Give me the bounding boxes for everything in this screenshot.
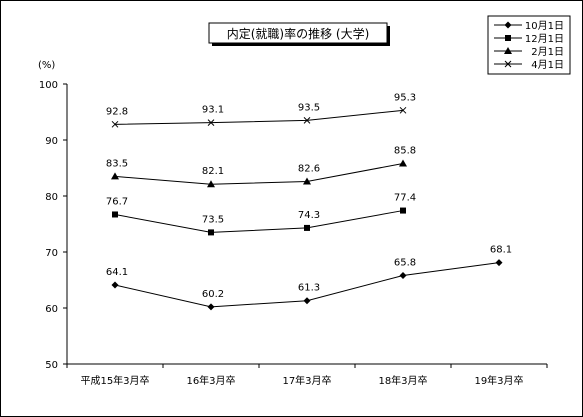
series-line — [114, 109, 404, 125]
y-tick-label: 50 — [45, 360, 58, 371]
data-label: 93.5 — [298, 102, 320, 113]
data-label: 82.1 — [202, 166, 224, 177]
series-3: 83.5 82.1 82.6 85.8 — [106, 146, 416, 188]
marker-stroke — [504, 60, 512, 68]
plot-area: 64.1 60.2 61.3 65.8 68.1 76.7 73.5 74.3 77.4 83.5… — [106, 92, 512, 311]
legend-marker — [504, 47, 512, 54]
marker-stroke — [399, 106, 407, 114]
legend-marker — [504, 21, 512, 29]
data-label: 82.6 — [298, 163, 320, 174]
data-point — [495, 259, 503, 267]
y-tick-label: 80 — [45, 192, 58, 203]
series-line — [114, 210, 404, 233]
data-point — [207, 180, 215, 188]
legend-entry: 4月1日 — [494, 59, 564, 71]
data-label: 95.3 — [394, 92, 416, 103]
data-label: 83.5 — [106, 158, 128, 169]
data-label: 61.3 — [298, 283, 320, 294]
legend-label: 12月1日 — [525, 33, 564, 45]
chart-title-box: 内定(就職)率の推移 (大学) — [208, 22, 390, 46]
data-label: 60.2 — [202, 289, 224, 300]
data-label: 74.3 — [298, 210, 320, 221]
data-point — [111, 172, 119, 180]
data-point — [208, 229, 214, 236]
axes: 50 60 70 80 90 100 平成15年3月卒 16年3月卒 17年3月卒 18年3月卒 1… — [39, 80, 548, 387]
legend-entry: 10月1日 — [494, 20, 564, 32]
legend-label: 2月1日 — [531, 46, 564, 58]
x-tick-label: 16年3月卒 — [186, 374, 235, 387]
data-label: 68.1 — [490, 245, 512, 256]
data-label: 77.4 — [394, 193, 416, 204]
y-tick-label: 70 — [45, 248, 58, 259]
legend-marker — [504, 60, 512, 68]
data-point — [207, 119, 215, 126]
chart-title: 内定(就職)率の推移 (大学) — [227, 26, 370, 41]
data-label: 85.8 — [394, 146, 416, 157]
legend-label: 4月1日 — [531, 59, 564, 71]
y-tick-label: 100 — [39, 80, 58, 91]
data-point — [303, 297, 311, 305]
data-point — [303, 117, 311, 124]
data-point — [304, 224, 310, 231]
x-tick-label: 18年3月卒 — [378, 374, 427, 387]
data-point — [112, 211, 118, 218]
series-line — [114, 163, 404, 185]
data-label: 76.7 — [106, 196, 128, 207]
data-label: 92.8 — [106, 106, 128, 117]
x-tick-label: 17年3月卒 — [282, 374, 331, 387]
data-label: 73.5 — [202, 214, 224, 225]
marker-stroke — [303, 117, 311, 124]
legend-entry: 12月1日 — [494, 33, 564, 45]
legend-marker — [505, 35, 511, 41]
marker-stroke — [111, 120, 119, 128]
y-axis-unit-label: (%) — [38, 60, 55, 71]
series-4: 92.8 93.1 93.5 95.3 — [106, 92, 416, 128]
legend-label: 10月1日 — [525, 20, 564, 32]
data-point — [400, 207, 406, 214]
y-tick-label: 90 — [45, 136, 58, 147]
data-label: 65.8 — [394, 258, 416, 269]
data-point — [399, 106, 407, 114]
marker-stroke — [207, 119, 215, 126]
data-point — [111, 120, 119, 128]
data-point — [111, 281, 119, 289]
data-label: 93.1 — [202, 105, 224, 116]
data-label: 64.1 — [106, 267, 128, 278]
data-point — [399, 272, 407, 280]
series-2: 76.7 73.5 74.3 77.4 — [106, 193, 416, 236]
series-1: 64.1 60.2 61.3 65.8 68.1 — [106, 245, 512, 311]
x-tick-label: 平成15年3月卒 — [80, 374, 149, 387]
legend-entry: 2月1日 — [494, 46, 564, 58]
data-point — [303, 177, 311, 185]
y-tick-label: 60 — [45, 304, 58, 315]
x-tick-label: 19年3月卒 — [474, 374, 523, 387]
data-point — [399, 159, 407, 167]
data-point — [207, 303, 215, 311]
